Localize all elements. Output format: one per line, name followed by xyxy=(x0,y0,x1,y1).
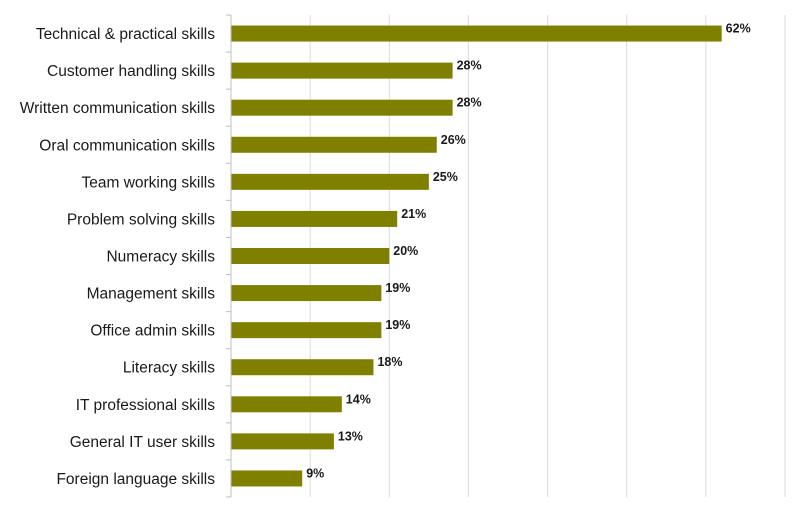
bar xyxy=(231,433,334,450)
data-label: 21% xyxy=(401,207,426,221)
category-label: Office admin skills xyxy=(90,323,215,340)
bar xyxy=(231,248,390,264)
category-labels: Technical & practical skills Customer han… xyxy=(20,26,216,488)
category-label: Literacy skills xyxy=(123,360,215,377)
category-label: Numeracy skills xyxy=(106,249,215,266)
gridlines xyxy=(309,15,786,497)
bar xyxy=(231,396,342,413)
category-label: Foreign language skills xyxy=(56,471,215,488)
category-label: Management skills xyxy=(87,286,216,303)
data-label: 13% xyxy=(338,429,363,443)
bar xyxy=(231,470,303,487)
category-label: General IT user skills xyxy=(70,434,216,451)
category-axis xyxy=(226,14,232,498)
data-label: 20% xyxy=(393,244,418,258)
data-label: 9% xyxy=(306,466,324,480)
category-label: Problem solving skills xyxy=(67,211,215,228)
data-label: 28% xyxy=(457,96,482,110)
category-label: Technical & practical skills xyxy=(36,26,215,43)
data-label: 26% xyxy=(441,133,466,147)
data-label: 25% xyxy=(433,170,458,184)
data-label: 62% xyxy=(726,22,751,36)
category-label: Written communication skills xyxy=(20,100,215,117)
bar xyxy=(231,62,453,79)
data-label: 19% xyxy=(385,281,410,295)
data-label: 14% xyxy=(346,392,371,406)
bar xyxy=(231,210,398,227)
category-label: IT professional skills xyxy=(76,397,216,414)
category-label: Customer handling skills xyxy=(47,63,215,80)
bars xyxy=(231,25,722,487)
data-label: 28% xyxy=(457,59,482,73)
data-label: 18% xyxy=(377,355,402,369)
category-label: Team working skills xyxy=(81,174,215,191)
bar xyxy=(231,173,429,190)
bar xyxy=(231,322,382,339)
bar xyxy=(231,99,453,116)
category-label: Oral communication skills xyxy=(39,137,215,154)
value-labels: 62% 28% 28% 26% 25% 21% 20% 19% 19% 18% 14% 13% 9% xyxy=(306,22,750,481)
data-label: 19% xyxy=(385,318,410,332)
bar xyxy=(231,25,722,42)
bar xyxy=(231,285,382,302)
bar xyxy=(231,136,437,153)
bar xyxy=(231,359,374,376)
